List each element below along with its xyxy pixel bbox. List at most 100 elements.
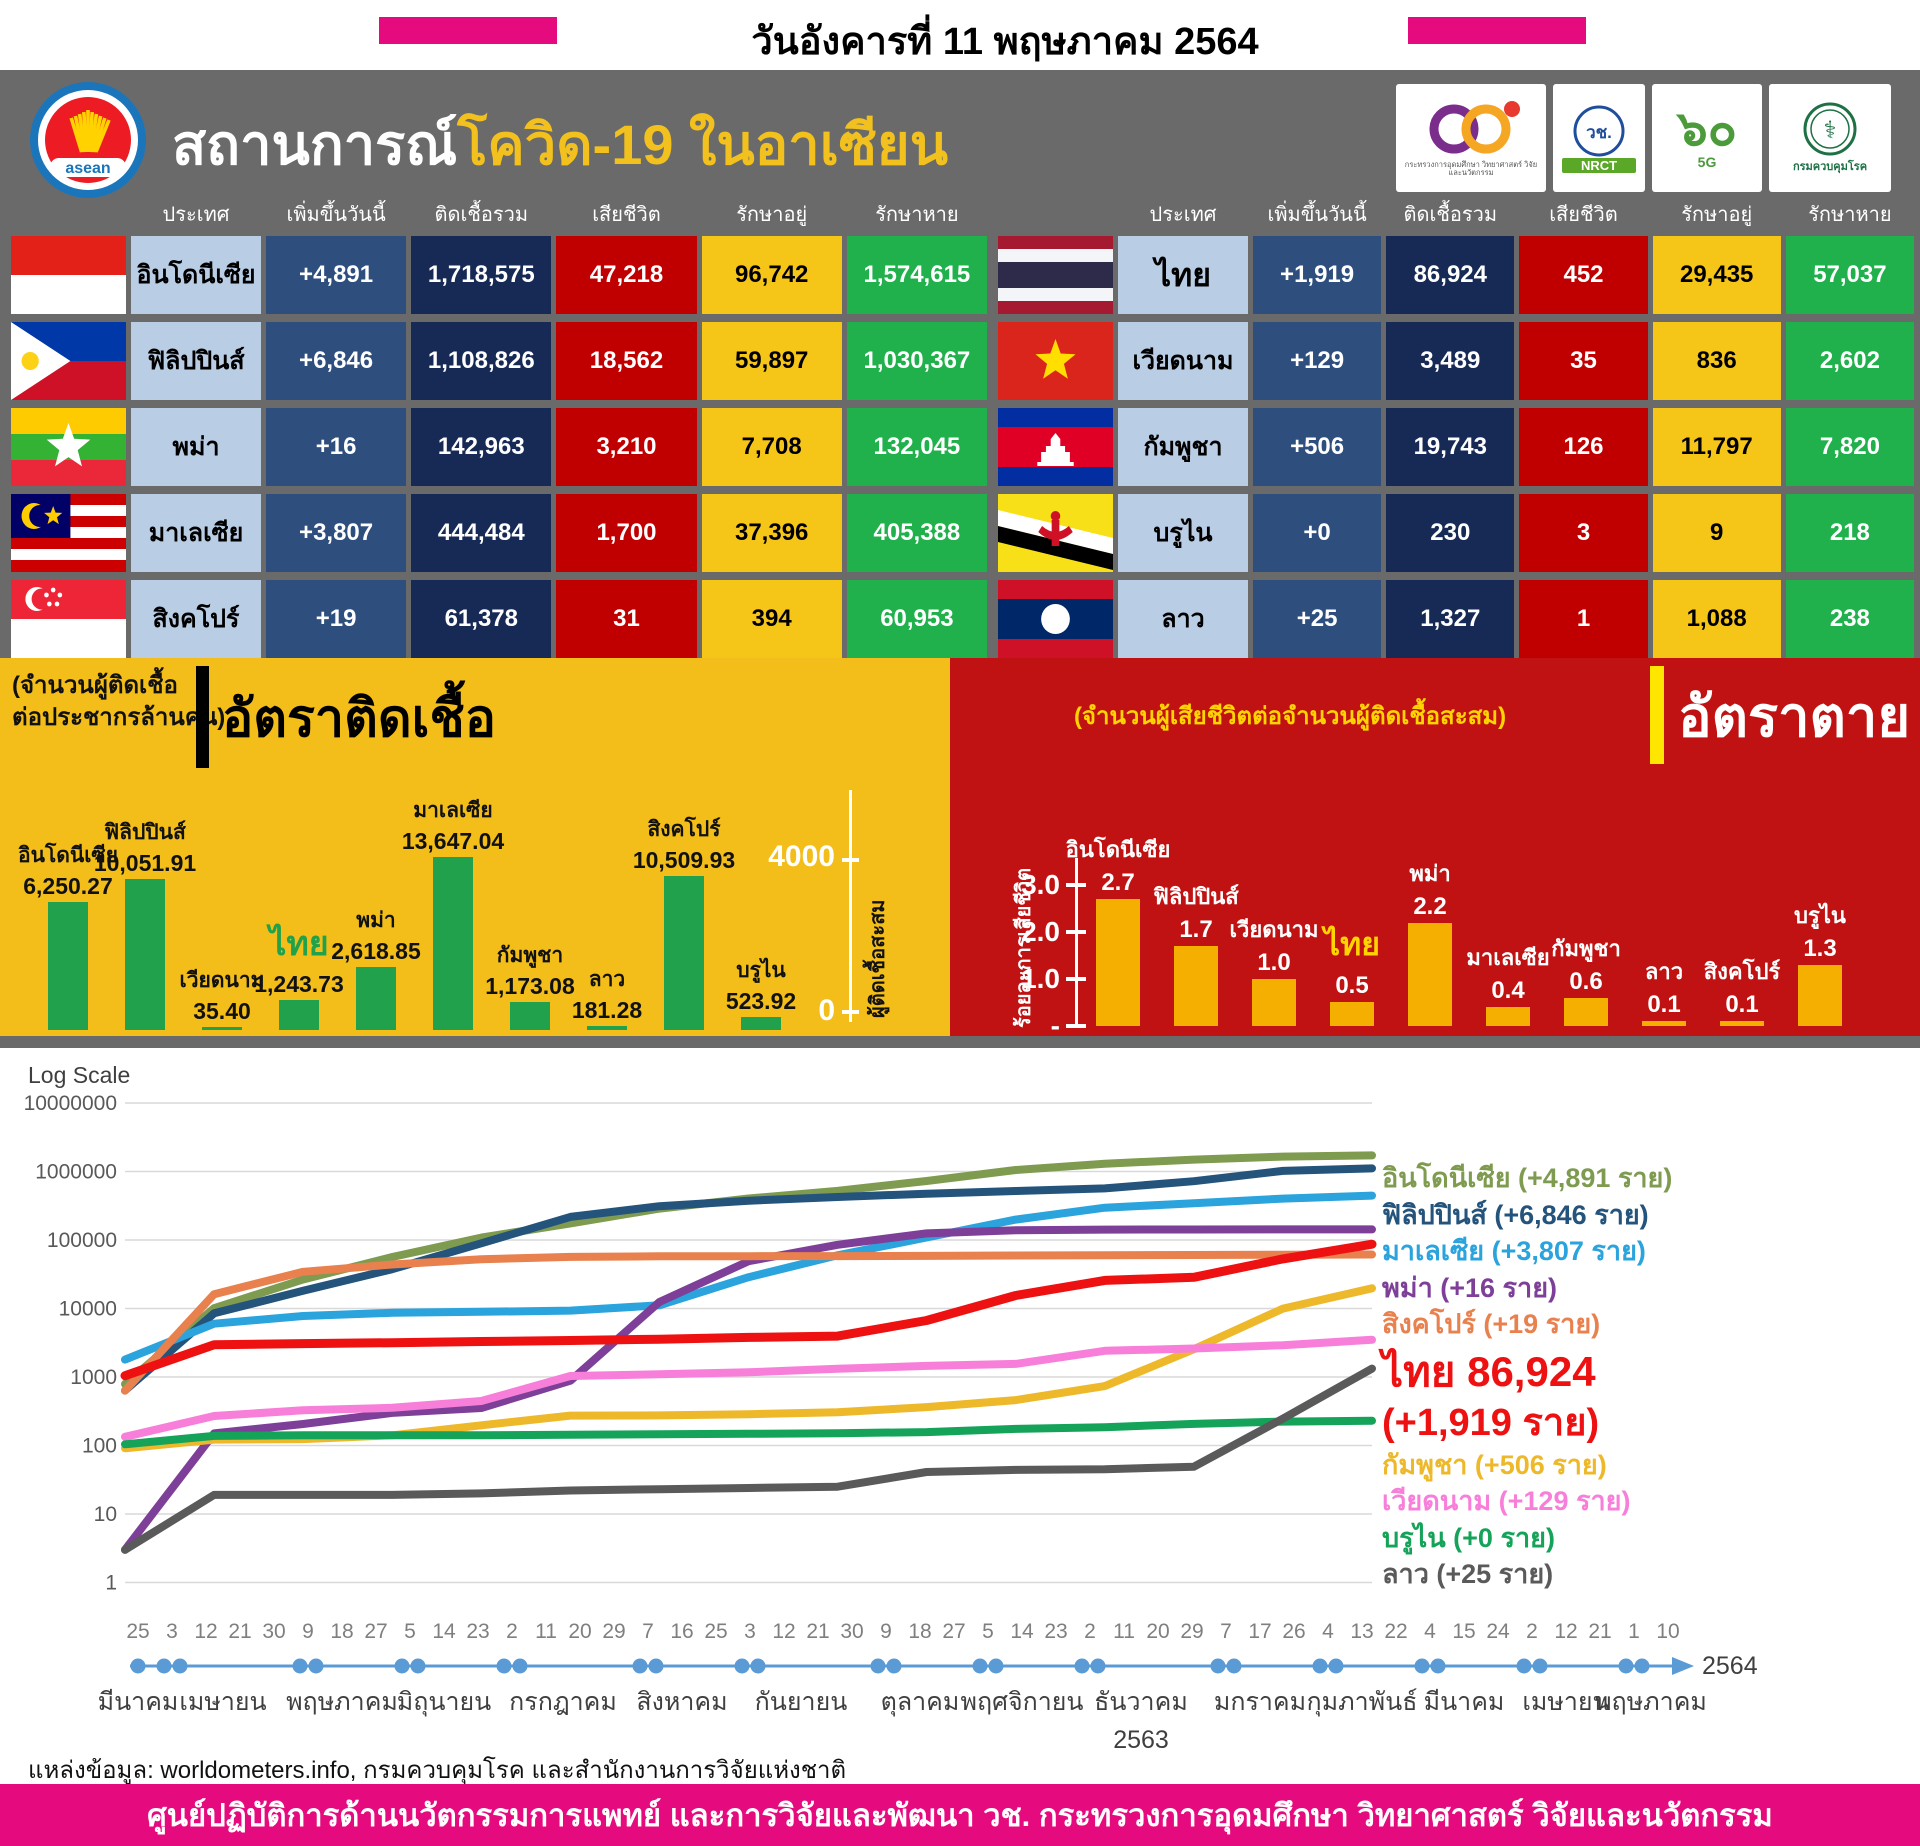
country-row-laos: ลาว +25 1,327 1 1,088 238 [998,580,1914,658]
deaths: 35 [1519,322,1648,400]
infection-bar-8 [664,876,704,1030]
country-name: อินโดนีเซีย [131,236,261,314]
deaths: 18,562 [556,322,697,400]
secondary-axis-title: ผู้ติดเชื้อสะสม [867,899,889,1018]
y-tick-label: 10000 [59,1298,117,1321]
death-axis-ticklabel: 1.0 [1021,963,1060,994]
active-cases: 836 [1652,322,1781,400]
column-header: เพิ่มขึ้นวันนี้ [286,204,386,226]
x-day-tick: 2 [1084,1620,1096,1643]
line-มาเลเซีย [121,1191,1376,1364]
flag-laos-icon [998,580,1113,658]
infection-bar-value: 13,647.04 [401,828,505,854]
flag-singapore-icon [11,580,126,658]
timeline-dot [394,1658,410,1674]
column-header: ติดเชื้อรวม [1403,204,1498,226]
timeline-dot [1074,1658,1090,1674]
timeline-dot [496,1658,512,1674]
death-bar-3 [1330,1002,1374,1026]
country-name: พม่า [131,408,261,486]
flag-thailand-icon [998,236,1113,314]
svg-text:วช.: วช. [1586,123,1612,142]
country-row-brunei: บรูไน +0 230 3 9 218 [998,494,1914,572]
country-name: กัมพูชา [1118,408,1248,486]
divider-strip [0,1036,1920,1048]
country-row-cambodia: กัมพูชา +506 19,743 126 11,797 7,820 [998,408,1914,486]
secondary-axis-label-bottom: 0 [818,994,835,1027]
infection-bar-value: 181.28 [571,997,643,1023]
death-bar-value: 1.3 [1803,935,1837,962]
timeline-dot [512,1658,528,1674]
timeline-dot [156,1658,172,1674]
infection-bar-value: 2,618.85 [331,938,421,964]
x-day-tick: 14 [432,1620,456,1643]
table-header-row: ประเทศ เพิ่มขึ้นวันนี้ ติดเชื้อรวม เสียชีวิ… [998,198,1914,232]
timeline-dot [130,1658,146,1674]
new-cases-today: +506 [1253,408,1382,486]
infection-bar-name: สิงคโปร์ [647,818,721,841]
logo-mhesi60: กระทรวงการอุดมศึกษา วิทยาศาสตร์ วิจัยและ… [1396,84,1546,192]
active-cases: 37,396 [701,494,842,572]
death-bar-name: ไทย [1324,926,1380,962]
death-bar-value: 0.1 [1647,991,1681,1018]
timeline-dot [1226,1658,1242,1674]
active-cases: 59,897 [701,322,842,400]
x-day-tick: 23 [466,1620,489,1643]
secondary-axis-tick-bottom [842,1010,859,1014]
x-day-tick: 18 [330,1620,353,1643]
secondary-axis-tick-top [842,858,859,862]
country-name: มาเลเซีย [131,494,261,572]
x-day-tick: 29 [1180,1620,1203,1643]
flag-indonesia-icon [11,236,126,314]
timeline-dot [988,1658,1004,1674]
flag-malaysia-icon [11,494,126,572]
month-label: เมษายน [179,1688,266,1716]
decor-bar-right [1408,17,1586,44]
country-row-myanmar: พม่า +16 142,963 3,210 7,708 132,045 [11,408,987,486]
table-header-spacer [11,198,126,234]
x-day-tick: 9 [880,1620,892,1643]
infection-bar-name: พม่า [356,909,396,932]
infection-bar-0 [48,902,88,1030]
active-cases: 9 [1652,494,1781,572]
decor-bar-left [379,17,557,44]
country-row-malaysia: มาเลเซีย +3,807 444,484 1,700 37,396 405,388 [11,494,987,572]
timeline-dot [1532,1658,1548,1674]
y-tick-label: 1000 [70,1366,117,1389]
month-label: เมษายน [1522,1688,1609,1716]
infection-rate-panel: (จำนวนผู้ติดเชื้อ ต่อประชากรล้านคน) อัตร… [0,658,950,1036]
column-header: เพิ่มขึ้นวันนี้ [1267,204,1367,226]
total-cases: 1,718,575 [411,236,552,314]
asean-logo: asean [28,80,148,200]
total-cases: 142,963 [411,408,552,486]
x-day-tick: 30 [262,1620,285,1643]
nrct-emblem-icon: วช. [1573,105,1625,156]
infection-bar-name: บรูไน [736,959,786,982]
new-cases-today: +129 [1253,322,1382,400]
source-note: แหล่งข้อมูล: worldometers.info, กรมควบคุ… [28,1757,847,1784]
death-bar-6 [1564,998,1608,1026]
divider-black [196,666,209,768]
total-cases: 3,489 [1386,322,1515,400]
x-day-tick: 5 [982,1620,994,1643]
recovered: 1,574,615 [846,236,987,314]
flag-philippines-icon [11,322,126,400]
year-start-label: 2563 [1113,1726,1169,1754]
death-axis-ticklabel: 2.0 [1021,916,1060,947]
death-bar-value: 0.5 [1335,972,1369,999]
deaths: 31 [556,580,697,658]
x-day-tick: 16 [670,1620,693,1643]
death-axis-ticklabel: - [1050,1010,1060,1041]
death-bar-name: ฟิลิปปินส์ [1153,884,1239,909]
recovered: 1,030,367 [846,322,987,400]
active-cases: 96,742 [701,236,842,314]
country-row-vietnam: เวียดนาม +129 3,489 35 836 2,602 [998,322,1914,400]
timeline-dot [870,1658,886,1674]
infection-bar-value: 1,243.73 [254,971,344,997]
total-cases: 230 [1386,494,1515,572]
active-cases: 394 [701,580,842,658]
new-cases-today: +6,846 [266,322,407,400]
x-day-tick: 26 [1282,1620,1305,1643]
deaths: 3 [1519,494,1648,572]
